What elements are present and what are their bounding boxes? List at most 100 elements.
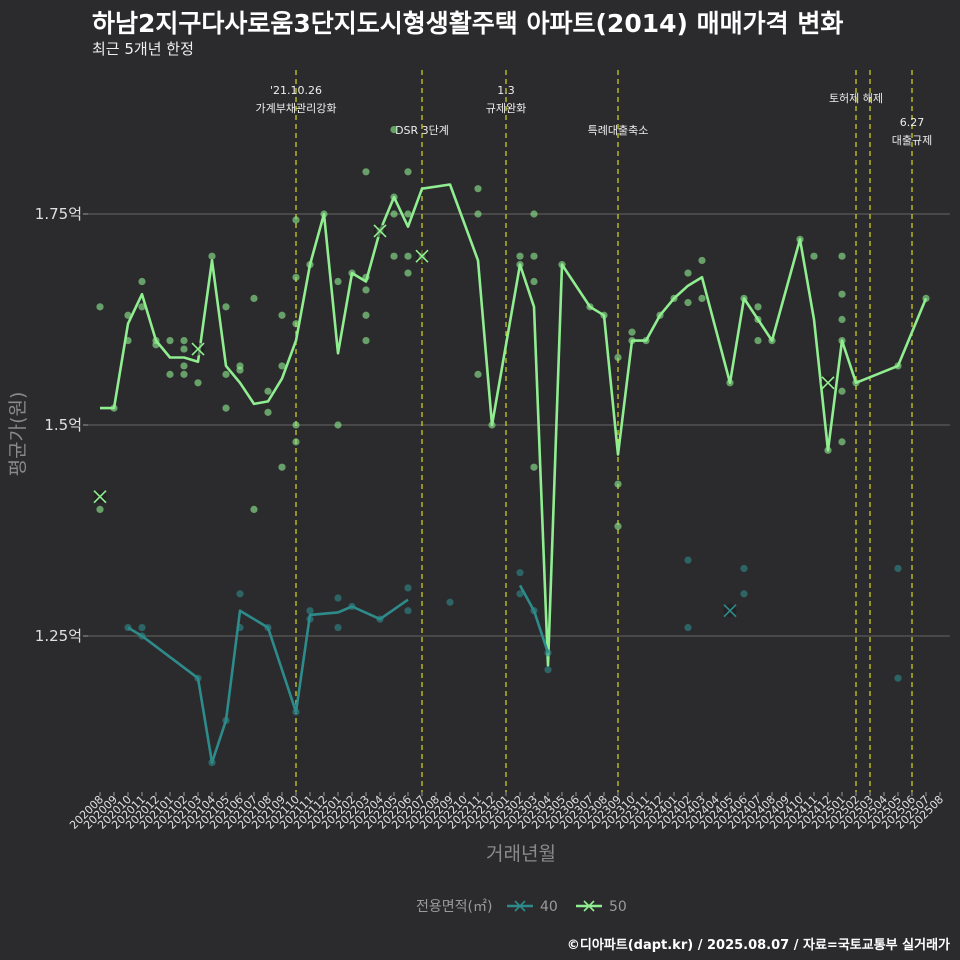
data-point	[236, 366, 244, 374]
data-point	[222, 370, 230, 378]
data-point	[138, 277, 146, 286]
data-point	[222, 404, 230, 412]
series-line	[518, 584, 550, 654]
data-point	[180, 370, 188, 378]
data-point	[264, 408, 272, 416]
data-point	[530, 252, 538, 260]
data-point	[614, 480, 622, 488]
policy-annotation: 가계부채관리강화	[256, 102, 337, 115]
data-point	[530, 277, 538, 286]
data-point	[474, 370, 482, 378]
x-axis-title: 거래년월	[486, 843, 556, 865]
policy-annotation: '21.10.26	[270, 84, 322, 97]
credit-text: ©디아파트(dapt.kr) / 2025.08.07 / 자료=국토교통부 실…	[566, 938, 950, 953]
series-line	[127, 598, 409, 764]
data-point	[530, 210, 538, 218]
chart-title: 하남2지구다사로움3단지도시형생활주택 아파트(2014) 매매가격 변화	[92, 9, 844, 38]
series-layer	[93, 126, 930, 767]
data-point	[292, 438, 300, 446]
data-point	[166, 337, 174, 345]
data-point	[236, 590, 244, 598]
data-point	[810, 252, 818, 260]
data-point	[222, 303, 230, 311]
data-point	[754, 337, 762, 345]
policy-annotation: 6.27	[900, 116, 925, 129]
legend-label: 40	[540, 899, 558, 915]
data-point	[362, 311, 370, 319]
data-point	[362, 168, 370, 176]
data-point	[404, 168, 412, 176]
data-point	[334, 277, 342, 286]
data-point	[250, 505, 258, 513]
data-point	[838, 387, 846, 395]
data-point	[698, 256, 706, 265]
y-tick-label: 1.5억	[44, 416, 82, 434]
x-marker	[373, 224, 387, 238]
data-point	[684, 269, 692, 277]
policy-annotation: 1.3	[497, 84, 515, 97]
data-point	[390, 252, 398, 260]
data-point	[684, 623, 692, 632]
data-point	[180, 337, 188, 345]
legend-title: 전용면적(㎡)	[416, 899, 492, 915]
data-point	[838, 315, 846, 324]
data-point	[278, 463, 286, 471]
data-point	[250, 294, 258, 302]
y-tick-label: 1.75억	[35, 205, 82, 223]
data-point	[838, 290, 846, 298]
data-point	[516, 252, 524, 260]
legend-swatch-marker	[583, 900, 595, 912]
x-marker	[821, 376, 835, 390]
data-point	[362, 337, 370, 345]
x-marker	[415, 249, 429, 263]
data-point	[684, 556, 692, 564]
series-40	[124, 556, 902, 767]
data-point	[530, 463, 538, 471]
legend: 전용면적(㎡) 40 50	[416, 899, 627, 915]
policy-annotation: 토허제 해제	[829, 91, 883, 105]
data-point	[334, 623, 342, 632]
data-point	[516, 569, 524, 577]
data-point	[292, 421, 300, 429]
data-point	[404, 607, 412, 615]
x-axis-ticks: 2020082020092020102020112020122021012021…	[67, 792, 946, 832]
data-point	[96, 505, 104, 513]
data-point	[180, 362, 188, 370]
data-point	[684, 299, 692, 307]
data-point	[390, 126, 398, 134]
data-point	[544, 666, 552, 674]
data-point	[194, 379, 202, 387]
data-point	[838, 252, 846, 260]
y-tick-label: 1.25억	[35, 627, 82, 645]
data-point	[138, 303, 146, 311]
data-point	[404, 210, 412, 218]
x-marker	[191, 342, 205, 356]
y-axis-ticks: 1.25억 1.5억 1.75억	[35, 205, 88, 645]
series-50	[93, 126, 930, 667]
chart-subtitle: 최근 5개년 한정	[92, 40, 194, 58]
data-point	[740, 590, 748, 598]
data-point	[446, 598, 454, 606]
policy-annotation: 규제완화	[486, 102, 526, 115]
data-point	[208, 252, 216, 260]
legend-label: 50	[609, 899, 627, 915]
x-marker	[93, 490, 107, 504]
y-axis-title: 평균가(원)	[7, 392, 29, 477]
data-point	[334, 594, 342, 602]
series-line	[100, 183, 928, 667]
data-point	[362, 286, 370, 294]
data-point	[628, 328, 636, 336]
data-point	[166, 370, 174, 378]
data-point	[516, 590, 524, 598]
data-point	[306, 607, 314, 615]
data-point	[96, 303, 104, 311]
data-point	[474, 185, 482, 193]
grid	[88, 213, 950, 637]
data-point	[614, 522, 622, 530]
data-point	[292, 273, 300, 281]
data-point	[698, 294, 706, 302]
data-point	[614, 353, 622, 362]
data-point	[390, 210, 398, 218]
data-point	[740, 564, 748, 573]
